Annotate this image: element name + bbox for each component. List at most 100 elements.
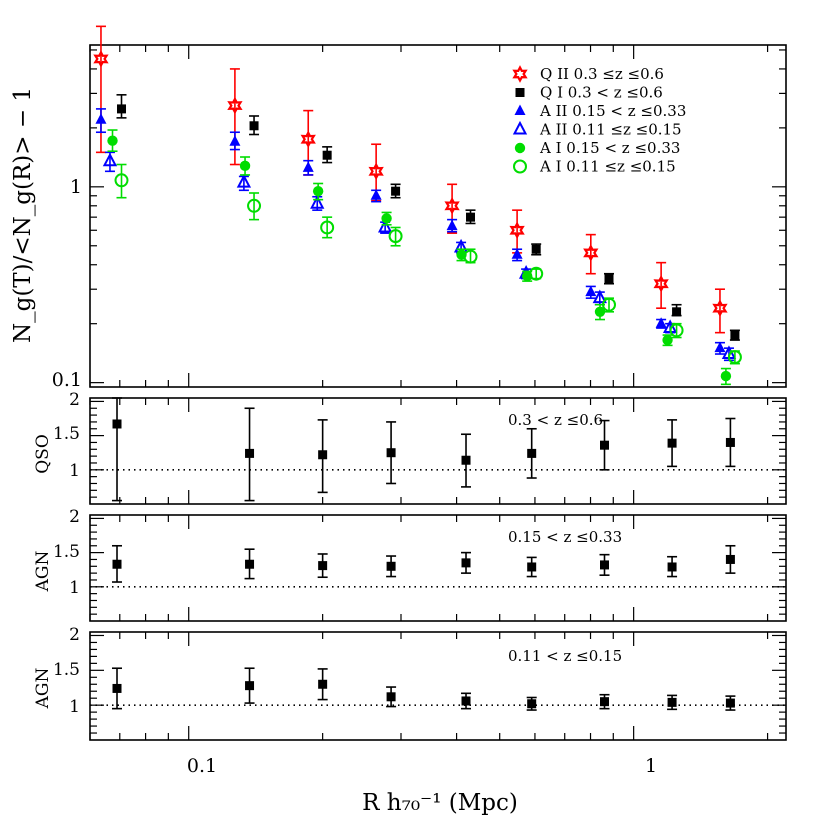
point-marker: [712, 299, 728, 318]
y-tick-label: 1.5: [53, 660, 80, 680]
y-tick-label: 1.5: [53, 542, 80, 562]
point-marker: [667, 438, 677, 448]
data-point: [114, 163, 129, 199]
data-point: [386, 686, 397, 708]
panel-ratio: [89, 397, 787, 505]
point-marker: [527, 562, 537, 572]
data-point: [461, 692, 472, 710]
point-marker: [514, 142, 526, 154]
point-marker: [600, 560, 609, 570]
point-marker: [370, 189, 382, 200]
data-point: [667, 694, 678, 711]
data-point: [511, 248, 523, 262]
data-point: [671, 303, 682, 317]
point-marker: [672, 307, 682, 317]
data-point: [247, 192, 262, 221]
data-point: [112, 667, 123, 710]
point-marker: [236, 174, 252, 188]
data-point: [714, 341, 726, 355]
y-tick-label: 1.5: [53, 424, 80, 444]
legend-entry: A I 0.15 < z ≤0.33: [514, 139, 680, 157]
panels: [89, 25, 787, 741]
data-point: [727, 350, 742, 365]
point-marker: [512, 65, 528, 83]
legend-label: A I 0.15 < z ≤0.33: [539, 139, 680, 157]
data-point: [386, 421, 397, 485]
point-marker: [249, 121, 259, 131]
point-marker: [527, 699, 537, 709]
data-point: [465, 209, 476, 225]
point-marker: [585, 285, 597, 297]
point-marker: [112, 683, 122, 693]
point-marker: [720, 370, 732, 382]
data-point: [312, 182, 324, 201]
legend-entry: A I 0.11 ≤z ≤0.15: [513, 158, 676, 176]
point-marker: [513, 159, 527, 174]
data-point: [229, 131, 241, 151]
panel-ratio: [89, 514, 787, 622]
point-marker: [653, 274, 669, 293]
point-marker: [600, 697, 609, 707]
point-marker: [463, 249, 478, 264]
point-marker: [114, 173, 129, 188]
data-point: [729, 329, 740, 341]
data-point: [244, 407, 255, 502]
y-tick-label: 2: [69, 625, 80, 645]
data-point: [526, 556, 537, 578]
point-marker: [388, 229, 403, 244]
data-point: [583, 233, 599, 275]
point-marker: [102, 152, 118, 167]
y-tick-label: 2: [69, 507, 80, 527]
point-marker: [527, 448, 537, 458]
data-point: [388, 226, 403, 247]
y-tick-label: 1: [70, 176, 82, 198]
point-marker: [381, 213, 392, 224]
point-marker: [512, 120, 528, 135]
data-point: [594, 303, 606, 321]
data-point: [322, 146, 333, 164]
point-marker: [93, 50, 109, 68]
legend-label: A I 0.11 ≤z ≤0.15: [539, 158, 676, 176]
legend: Q II 0.3 ≤z ≤0.6Q I 0.3 < z ≤0.6A II 0.1…: [512, 65, 686, 176]
point-marker: [583, 244, 599, 262]
x-tick-label: 0.1: [187, 755, 217, 777]
legend-entry: A II 0.15 < z ≤0.33: [514, 102, 686, 120]
data-point: [720, 367, 732, 386]
data-point: [102, 151, 118, 173]
point-marker: [669, 323, 684, 338]
point-marker: [95, 113, 107, 124]
point-marker: [509, 221, 525, 240]
point-marker: [461, 696, 471, 706]
point-marker: [667, 562, 677, 572]
panel-ylabel: QSO: [33, 434, 53, 474]
y-tick-label: 2: [69, 390, 80, 410]
series: [95, 108, 726, 355]
data-point: [599, 553, 610, 576]
point-marker: [300, 130, 316, 149]
point-marker: [466, 212, 476, 222]
data-point: [112, 397, 123, 502]
data-point: [302, 159, 314, 176]
data-point: [725, 695, 736, 711]
legend-label: Q I 0.3 < z ≤0.6: [540, 84, 663, 102]
point-marker: [377, 218, 393, 233]
point-marker: [368, 162, 384, 181]
legend-label: A II 0.15 < z ≤0.33: [539, 102, 686, 120]
point-marker: [386, 448, 396, 458]
data-point: [712, 288, 728, 334]
data-point: [461, 433, 472, 488]
data-point: [725, 544, 736, 574]
data-point: [317, 668, 328, 701]
data-point: [667, 555, 678, 578]
point-marker: [594, 306, 606, 318]
data-point: [317, 419, 328, 494]
point-marker: [727, 350, 742, 365]
data-point: [669, 322, 684, 339]
data-point: [655, 317, 667, 329]
legend-entry: Q II 0.3 ≤z ≤0.6: [512, 65, 664, 83]
point-marker: [514, 104, 526, 115]
data-point: [390, 183, 401, 199]
data-point: [604, 272, 614, 285]
point-marker: [531, 244, 541, 254]
